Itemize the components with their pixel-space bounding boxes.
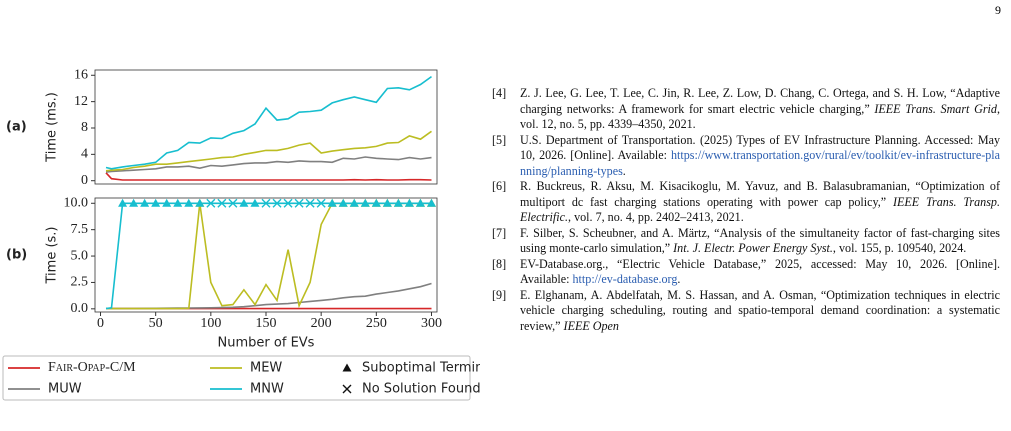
y-tick-label: 4 — [81, 147, 88, 162]
reference-text: E. Elghanam, A. Abdelfatah, M. S. Hassan… — [520, 287, 1000, 333]
marker-triangle — [338, 198, 348, 207]
venue: IEEE Open — [563, 318, 619, 333]
marker-cross — [316, 198, 326, 208]
marker-triangle — [371, 198, 381, 207]
series-line — [105, 75, 432, 170]
reference: [6] R. Buckreus, R. Aksu, M. Kisacikoglu,… — [492, 179, 1000, 226]
reference-text: . — [622, 163, 626, 178]
reference-text: R. Buckreus, R. Aksu, M. Kisacikoglu, M.… — [520, 179, 1000, 209]
marker-triangle — [360, 198, 370, 207]
reference-text: U.S. Department of Transportation. (2025… — [520, 132, 1000, 163]
plot-frame — [94, 197, 438, 313]
x-tick-label: 100 — [200, 316, 221, 331]
marker-cross — [283, 198, 293, 208]
y-tick-label: 16 — [74, 67, 88, 82]
legend-label: No Solution Found — [362, 382, 480, 397]
y-axis-label: Time (ms.) — [45, 92, 60, 163]
legend-label: MNW — [250, 382, 284, 397]
marker-triangle — [195, 198, 205, 207]
reference-text: EV-Database.org., “Electric Vehicle Data… — [520, 256, 1000, 287]
marker-cross — [342, 384, 352, 394]
x-axis-label: Number of EVs — [218, 336, 315, 351]
marker-triangle — [404, 198, 414, 207]
reference-label: [6] — [492, 179, 507, 193]
marker-triangle — [129, 198, 139, 207]
marker-cross — [305, 198, 315, 208]
reference-text: Z. J. Lee, G. Lee, T. Lee, C. Jin, R. Le… — [520, 86, 1000, 116]
marker-triangle — [250, 198, 260, 207]
marker-triangle — [118, 198, 128, 207]
marker-triangle — [393, 198, 403, 207]
reference-label: [9] — [492, 287, 507, 302]
reference-label: [5] — [492, 132, 507, 147]
series-line — [105, 130, 432, 172]
marker-triangle — [162, 198, 172, 207]
x-tick-label: 150 — [256, 316, 277, 331]
y-tick-label: 7.5 — [71, 222, 89, 237]
x-tick-label: 250 — [366, 316, 387, 331]
y-tick-label: 2.5 — [71, 275, 89, 290]
reference-text: F. Silber, S. Scheubner, and A. Märtz, “… — [520, 225, 1000, 256]
legend-label: Suboptimal Termination — [362, 361, 480, 376]
marker-cross — [272, 198, 282, 208]
marker-triangle — [342, 363, 352, 372]
panel-label: (b) — [6, 248, 27, 263]
venue: IEEE Trans. Smart Grid — [874, 101, 997, 116]
marker-cross — [217, 198, 227, 208]
marker-triangle — [327, 198, 337, 207]
marker-cross — [228, 198, 238, 208]
marker-triangle — [415, 198, 425, 207]
reference: [8] EV-Database.org., “Electric Vehicle D… — [492, 257, 1000, 288]
plot-frame — [94, 69, 438, 185]
marker-triangle — [349, 198, 359, 207]
x-tick-label: 200 — [311, 316, 332, 331]
link[interactable]: http://ev-database.org — [572, 272, 678, 286]
reference: [7] F. Silber, S. Scheubner, and A. Märtz… — [492, 226, 1000, 257]
y-tick-label: 5.0 — [71, 248, 89, 263]
link[interactable]: https://www.transportation.gov/rural/ev/… — [520, 148, 1000, 178]
reference: [5] U.S. Department of Transportation. (2… — [492, 133, 1000, 180]
legend-label: Fair-Opap-C/M — [48, 360, 136, 375]
x-tick-label: 0 — [97, 316, 104, 331]
y-tick-label: 0 — [81, 173, 88, 188]
legend-box — [2, 355, 471, 401]
reference-label: [7] — [492, 225, 507, 240]
marker-cross — [206, 198, 216, 208]
reference-text: , vol. 155, p. 109540, 2024. — [832, 241, 967, 255]
page-number: 9 — [995, 3, 1001, 17]
reference-text: , vol. 7, no. 4, pp. 2402–2413, 2021. — [568, 210, 744, 224]
panel-label: (a) — [6, 120, 27, 135]
y-tick-label: 0.0 — [71, 301, 89, 316]
reference-text: , vol. 12, no. 5, pp. 4339–4350, 2021. — [520, 101, 1000, 132]
legend-label: MEW — [250, 361, 282, 376]
reference: [9] E. Elghanam, A. Abdelfatah, M. S. Has… — [492, 288, 1000, 335]
reference-text: . — [677, 272, 681, 286]
reference-label: [4] — [492, 86, 507, 100]
marker-triangle — [151, 198, 161, 207]
marker-triangle — [382, 198, 392, 207]
venue: Int. J. Electr. Power Energy Syst. — [673, 241, 833, 255]
legend-label: MUW — [48, 382, 82, 397]
marker-cross — [261, 198, 271, 208]
reference-label: [8] — [492, 256, 507, 271]
y-tick-label: 10.0 — [64, 195, 89, 210]
series-line — [105, 172, 432, 181]
series-line — [105, 156, 432, 173]
figure: 0 4 8 12 16 Time (ms.) (a) 0.0 2.5 5.0 7.5 10.0 0 50 1… — [2, 67, 480, 401]
marker-triangle — [184, 198, 194, 207]
y-tick-label: 8 — [81, 120, 88, 135]
marker-cross — [294, 198, 304, 208]
venue: IEEE Trans. Transp. Electrific. — [520, 194, 1000, 225]
marker-triangle — [239, 198, 249, 207]
references: [4] Z. J. Lee, G. Lee, T. Lee, C. Jin, R.… — [492, 86, 1000, 334]
marker-triangle — [173, 198, 183, 207]
y-axis-label: Time (s.) — [45, 227, 60, 285]
reference: [4] Z. J. Lee, G. Lee, T. Lee, C. Jin, R.… — [492, 86, 1000, 133]
x-tick-label: 50 — [149, 316, 163, 331]
y-tick-label: 12 — [74, 94, 88, 109]
marker-triangle — [140, 198, 150, 207]
marker-triangle — [426, 198, 436, 207]
x-tick-label: 300 — [421, 316, 442, 331]
